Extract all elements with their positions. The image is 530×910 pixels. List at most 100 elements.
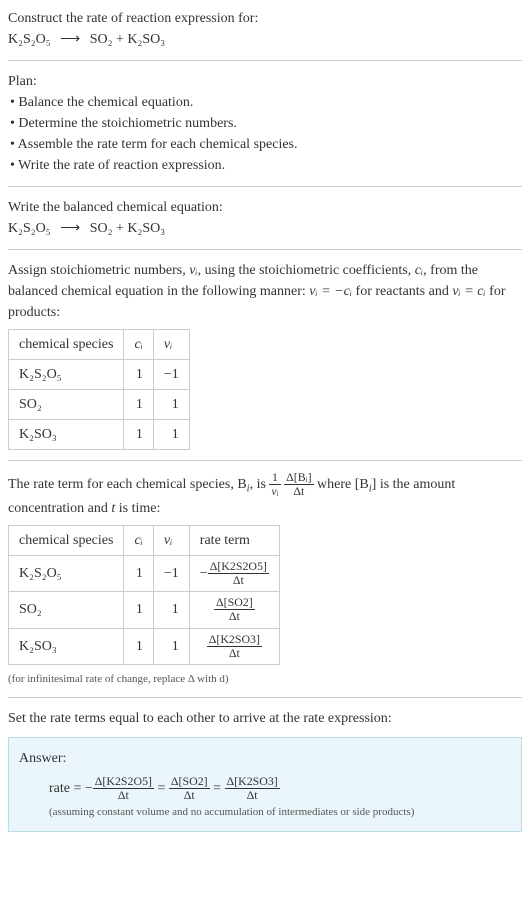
- frac-num: Δ[K2S2O5]: [208, 560, 269, 574]
- table-row: SO₂ 1 1 Δ[SO2]Δt: [9, 592, 280, 628]
- answer-expression: rate = −Δ[K2S2O5]Δt = Δ[SO2]Δt = Δ[K2SO3…: [49, 775, 511, 802]
- rateterm-intro: The rate term for each chemical species,…: [8, 471, 522, 519]
- cell-nu: 1: [153, 592, 189, 628]
- construct-intro: Construct the rate of reaction expressio…: [8, 8, 522, 29]
- plan-item: • Assemble the rate term for each chemic…: [10, 134, 522, 155]
- divider: [8, 460, 522, 461]
- rate-frac: Δ[K2S2O5]Δt: [208, 560, 269, 587]
- table-row: SO₂ 1 1: [9, 390, 190, 420]
- rate-prefix: rate = −: [49, 781, 93, 796]
- text: , is: [250, 477, 270, 492]
- frac-1-over-nu: 1νᵢ: [269, 471, 280, 498]
- products: SO₂ + K₂SO₃: [90, 32, 165, 47]
- table-header-row: chemical species cᵢ νᵢ: [9, 330, 190, 360]
- table-row: K₂SO₃ 1 1: [9, 420, 190, 450]
- frac-den: Δt: [207, 647, 262, 660]
- cell-c: 1: [124, 390, 153, 420]
- arrow-icon: ⟶: [60, 32, 80, 47]
- answer-note: (assuming constant volume and no accumul…: [49, 804, 511, 821]
- cell-species: K₂S₂O₅: [9, 556, 124, 592]
- table-header-row: chemical species cᵢ νᵢ rate term: [9, 526, 280, 556]
- stoich-intro: Assign stoichiometric numbers, νᵢ, using…: [8, 260, 522, 323]
- cell-c: 1: [124, 556, 153, 592]
- rate-frac: Δ[K2SO3]Δt: [225, 775, 280, 802]
- frac-num: 1: [269, 471, 280, 485]
- answer-box: Answer: rate = −Δ[K2S2O5]Δt = Δ[SO2]Δt =…: [8, 737, 522, 832]
- frac-den: Δt: [169, 789, 210, 802]
- cell-species: SO₂: [9, 390, 124, 420]
- text: The rate term for each chemical species,…: [8, 477, 247, 492]
- stoich-table: chemical species cᵢ νᵢ K₂S₂O₅ 1 −1 SO₂ 1…: [8, 329, 190, 450]
- text: for reactants and: [352, 284, 452, 299]
- equals: =: [210, 781, 225, 796]
- plan-title: Plan:: [8, 71, 522, 92]
- frac-num: Δ[SO2]: [169, 775, 210, 789]
- divider: [8, 60, 522, 61]
- c-symbol: cᵢ: [415, 263, 423, 278]
- cell-rate: Δ[SO2]Δt: [189, 592, 279, 628]
- cell-rate: Δ[K2SO3]Δt: [189, 628, 279, 664]
- divider: [8, 186, 522, 187]
- cell-species: K₂SO₃: [9, 420, 124, 450]
- rateterm-section: The rate term for each chemical species,…: [8, 471, 522, 687]
- col-c: cᵢ: [124, 526, 153, 556]
- unbalanced-equation: K₂S₂O₅ ⟶ SO₂ + K₂SO₃: [8, 29, 522, 50]
- cell-nu: 1: [153, 420, 189, 450]
- frac-num: Δ[SO2]: [214, 596, 255, 610]
- cell-species: K₂S₂O₅: [9, 360, 124, 390]
- balanced-section: Write the balanced chemical equation: K₂…: [8, 197, 522, 239]
- frac-dB-over-dt: Δ[Bᵢ]Δt: [284, 471, 313, 498]
- frac-den: Δt: [225, 789, 280, 802]
- frac-den: Δt: [208, 574, 269, 587]
- products: SO₂ + K₂SO₃: [90, 221, 165, 236]
- final-title: Set the rate terms equal to each other t…: [8, 708, 522, 729]
- frac-num: Δ[Bᵢ]: [284, 471, 313, 485]
- divider: [8, 249, 522, 250]
- plan-item: • Write the rate of reaction expression.: [10, 155, 522, 176]
- cell-c: 1: [124, 628, 153, 664]
- col-nu: νᵢ: [153, 330, 189, 360]
- text: is time:: [115, 501, 160, 516]
- reactant: K₂S₂O₅: [8, 221, 51, 236]
- eq1: νᵢ = −cᵢ: [309, 284, 352, 299]
- table-row: K₂S₂O₅ 1 −1 −Δ[K2S2O5]Δt: [9, 556, 280, 592]
- col-species: chemical species: [9, 526, 124, 556]
- table-row: K₂SO₃ 1 1 Δ[K2SO3]Δt: [9, 628, 280, 664]
- text: Assign stoichiometric numbers,: [8, 263, 189, 278]
- plan-section: Plan: • Balance the chemical equation. •…: [8, 71, 522, 176]
- cell-nu: 1: [153, 628, 189, 664]
- rateterm-table: chemical species cᵢ νᵢ rate term K₂S₂O₅ …: [8, 525, 280, 665]
- cell-nu: 1: [153, 390, 189, 420]
- rate-frac: Δ[SO2]Δt: [169, 775, 210, 802]
- construct-section: Construct the rate of reaction expressio…: [8, 8, 522, 50]
- cell-rate: −Δ[K2S2O5]Δt: [189, 556, 279, 592]
- answer-label: Answer:: [19, 748, 511, 769]
- text: , using the stoichiometric coefficients,: [198, 263, 415, 278]
- table-row: K₂S₂O₅ 1 −1: [9, 360, 190, 390]
- nu-symbol: νᵢ: [189, 263, 197, 278]
- arrow-icon: ⟶: [60, 221, 80, 236]
- col-rate: rate term: [189, 526, 279, 556]
- frac-num: Δ[K2S2O5]: [93, 775, 154, 789]
- frac-den: Δt: [93, 789, 154, 802]
- cell-species: SO₂: [9, 592, 124, 628]
- frac-den: Δt: [284, 485, 313, 498]
- final-section: Set the rate terms equal to each other t…: [8, 708, 522, 832]
- cell-c: 1: [124, 420, 153, 450]
- col-c: cᵢ: [124, 330, 153, 360]
- rate-frac: Δ[K2SO3]Δt: [207, 633, 262, 660]
- balanced-title: Write the balanced chemical equation:: [8, 197, 522, 218]
- sign: −: [200, 566, 208, 581]
- plan-item: • Determine the stoichiometric numbers.: [10, 113, 522, 134]
- text: where [B: [317, 477, 369, 492]
- cell-c: 1: [124, 592, 153, 628]
- rate-frac: Δ[K2S2O5]Δt: [93, 775, 154, 802]
- infinitesimal-note: (for infinitesimal rate of change, repla…: [8, 671, 522, 688]
- cell-nu: −1: [153, 556, 189, 592]
- frac-den: νᵢ: [269, 485, 280, 498]
- frac-den: Δt: [214, 610, 255, 623]
- stoich-section: Assign stoichiometric numbers, νᵢ, using…: [8, 260, 522, 450]
- frac-num: Δ[K2SO3]: [225, 775, 280, 789]
- divider: [8, 697, 522, 698]
- cell-nu: −1: [153, 360, 189, 390]
